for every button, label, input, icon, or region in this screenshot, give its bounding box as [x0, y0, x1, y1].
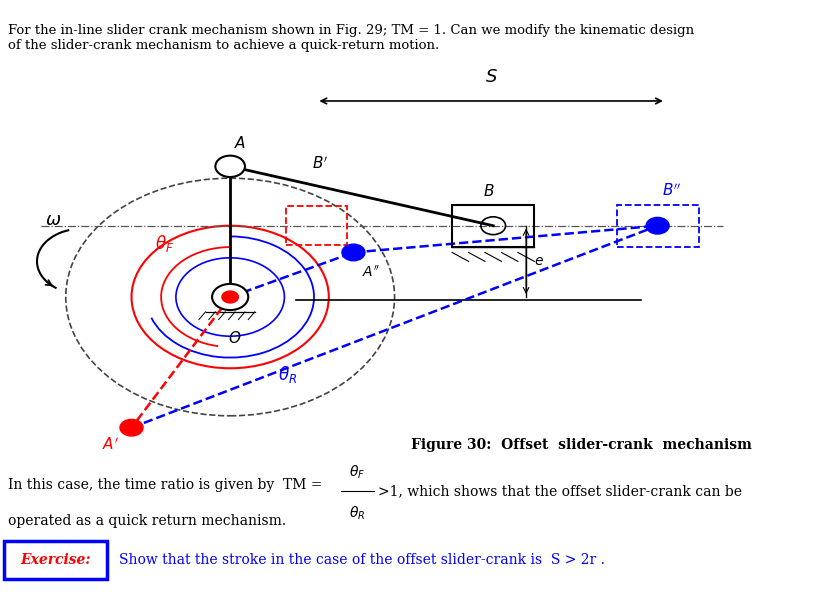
Circle shape	[215, 156, 245, 177]
Text: operated as a quick return mechanism.: operated as a quick return mechanism.	[8, 514, 286, 528]
Text: >1, which shows that the offset slider-crank can be: >1, which shows that the offset slider-c…	[378, 484, 742, 498]
Bar	[286, 206, 348, 245]
Text: $e$: $e$	[534, 254, 544, 268]
Circle shape	[212, 284, 248, 310]
Bar	[616, 205, 699, 247]
Text: $A$: $A$	[234, 135, 247, 151]
Text: Figure 30:  Offset  slider-crank  mechanism: Figure 30: Offset slider-crank mechanism	[411, 438, 752, 453]
Text: $S$: $S$	[485, 68, 497, 86]
Circle shape	[120, 419, 143, 436]
Text: $\theta_R$: $\theta_R$	[349, 505, 366, 522]
Text: Exercise:: Exercise:	[21, 553, 91, 567]
Text: $B'$: $B'$	[312, 156, 329, 172]
Circle shape	[646, 217, 669, 234]
Bar	[452, 205, 534, 247]
Text: $\theta_R$: $\theta_R$	[278, 364, 298, 385]
Text: For the in-line slider crank mechanism shown in Fig. 29; TM = 1. Can we modify t: For the in-line slider crank mechanism s…	[8, 24, 695, 52]
Circle shape	[222, 291, 238, 303]
Text: $\omega$: $\omega$	[45, 211, 62, 229]
Text: $A''$: $A''$	[362, 264, 380, 280]
Text: $O$: $O$	[228, 330, 241, 346]
Text: $A'$: $A'$	[102, 437, 119, 453]
Text: Show that the stroke in the case of the offset slider-crank is  S > 2r .: Show that the stroke in the case of the …	[119, 553, 605, 567]
FancyBboxPatch shape	[4, 541, 107, 579]
Text: $B''$: $B''$	[662, 182, 681, 199]
Circle shape	[342, 244, 365, 261]
Text: $\theta_F$: $\theta_F$	[155, 233, 174, 254]
Text: $B$: $B$	[483, 183, 495, 199]
Text: $\theta_F$: $\theta_F$	[349, 464, 366, 481]
Text: In this case, the time ratio is given by  TM =: In this case, the time ratio is given by…	[8, 478, 327, 492]
